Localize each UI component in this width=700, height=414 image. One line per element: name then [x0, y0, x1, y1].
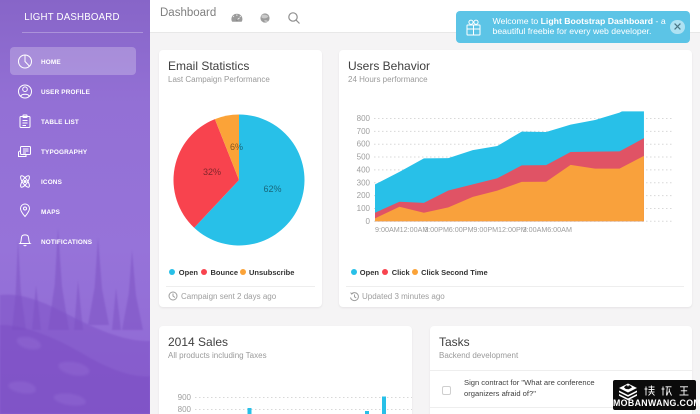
svg-text:900: 900	[178, 393, 192, 402]
svg-text:TABLE LIST: TABLE LIST	[41, 119, 79, 126]
svg-text:12:00AM: 12:00AM	[400, 225, 429, 234]
svg-text:9:00AM: 9:00AM	[375, 225, 400, 234]
svg-text:NOTIFICATIONS: NOTIFICATIONS	[41, 239, 93, 246]
svg-text:TYPOGRAPHY: TYPOGRAPHY	[41, 149, 88, 156]
svg-text:MAPS: MAPS	[41, 209, 61, 216]
svg-text:6%: 6%	[230, 142, 243, 152]
svg-text:800: 800	[178, 405, 192, 414]
svg-text:300: 300	[357, 178, 371, 187]
svg-text:9:00PM: 9:00PM	[473, 225, 498, 234]
svg-text:100: 100	[357, 204, 371, 213]
svg-text:200: 200	[357, 191, 371, 200]
svg-text:62%: 62%	[263, 184, 281, 194]
svg-text:600: 600	[357, 140, 371, 149]
svg-text:12:00PM: 12:00PM	[498, 225, 527, 234]
svg-text:32%: 32%	[203, 167, 221, 177]
svg-text:500: 500	[357, 153, 371, 162]
svg-text:700: 700	[357, 127, 371, 136]
svg-text:6:00AM: 6:00AM	[547, 225, 572, 234]
svg-text:ICONS: ICONS	[41, 179, 63, 186]
svg-text:6:00PM: 6:00PM	[449, 225, 474, 234]
svg-text:USER PROFILE: USER PROFILE	[41, 89, 91, 96]
svg-text:0: 0	[366, 217, 371, 226]
svg-text:HOME: HOME	[41, 59, 61, 66]
svg-text:400: 400	[357, 165, 371, 174]
svg-text:3:00PM: 3:00PM	[424, 225, 449, 234]
svg-text:800: 800	[357, 114, 371, 123]
svg-text:3:00AM: 3:00AM	[523, 225, 548, 234]
